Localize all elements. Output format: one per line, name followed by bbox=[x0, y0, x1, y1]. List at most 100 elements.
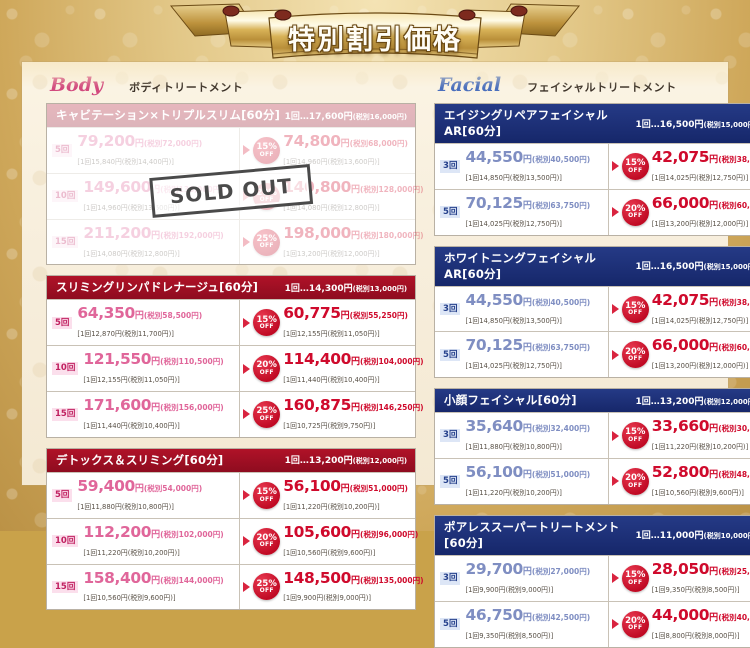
arrow-right-icon bbox=[611, 430, 619, 441]
unit-price-amount: 1回…16,500円 bbox=[635, 262, 704, 273]
yen-symbol: 円 bbox=[351, 529, 361, 540]
yen-symbol: 円 bbox=[351, 184, 361, 195]
original-price-block: 70,125円(税別63,750円) [1回14,025円(税別12,750円)] bbox=[465, 194, 603, 231]
original-price-block: 211,200円(税別192,000円) [1回14,080円(税別12,800円… bbox=[83, 224, 235, 261]
discount-percent: 15% bbox=[256, 142, 277, 153]
original-price: 158,400円(税別144,000円) bbox=[83, 568, 223, 587]
service-card[interactable]: エイジングリペアフェイシャル AR[60分] 1回…16,500円(税別15,00… bbox=[434, 103, 750, 236]
original-per-session: [1回12,870円(税別11,700円)] bbox=[77, 330, 174, 339]
original-price-tax: (税別51,000円) bbox=[531, 470, 591, 480]
price-row[interactable]: 5回 64,350円(税別58,500円)[1回12,870円(税別11,700円… bbox=[47, 299, 416, 346]
price-row[interactable]: 5回 70,125円(税別63,750円)[1回14,025円(税別12,750円… bbox=[435, 188, 750, 235]
discount-percent: 25% bbox=[256, 406, 277, 417]
service-card[interactable]: キャビテーション×トリプルスリム[60分] 1回…17,600円(税別16,000… bbox=[46, 103, 424, 266]
original-price-tax: (税別32,400円) bbox=[531, 424, 591, 434]
discounted-price-cell: 25% OFF 160,875円(税別146,250円)[1回10,725円(税別9… bbox=[240, 392, 424, 437]
price-row[interactable]: 3回 29,700円(税別27,000円)[1回9,900円(税別9,000円)]… bbox=[435, 554, 750, 601]
original-per-session: [1回9,350円(税別8,500円)] bbox=[465, 631, 554, 640]
original-price-tax: (税別40,500円) bbox=[531, 297, 591, 307]
price-row[interactable]: 15回 158,400円(税別144,000円)[1回10,560円(税別9,60… bbox=[47, 563, 424, 610]
discounted-price-tax: (税別135,000円) bbox=[360, 575, 424, 585]
discounted-price-amount: 52,800 bbox=[651, 463, 710, 482]
original-per-session: [1回11,220円(税別10,200円)] bbox=[83, 548, 180, 557]
original-per-session: [1回11,880円(税別10,800円)] bbox=[77, 502, 174, 511]
discount-percent: 20% bbox=[256, 360, 277, 371]
discounted-price: 28,050円(税別25,500円) bbox=[652, 559, 750, 578]
yen-symbol: 円 bbox=[340, 139, 350, 149]
yen-symbol: 円 bbox=[522, 612, 532, 623]
price-row[interactable]: 3回 44,550円(税別40,500円)[1回14,850円(税別13,500円… bbox=[435, 143, 750, 189]
original-per-session: [1回11,220円(税別10,200円)] bbox=[465, 488, 562, 497]
session-count-badge: 5回 bbox=[52, 489, 73, 502]
original-price-cell: 5回 59,400円(税別54,000円) [1回11,880円(税別10,800円… bbox=[47, 472, 241, 518]
arrow-right-icon bbox=[243, 409, 251, 420]
yen-symbol: 円 bbox=[151, 357, 161, 368]
discounted-price-tax: (税別68,000円) bbox=[349, 139, 408, 148]
service-card[interactable]: ポアレススーパートリートメント[60分] 1回…11,000円(税別10,000円… bbox=[434, 514, 750, 648]
price-row[interactable]: 15回 211,200円(税別192,000円)[1回14,080円(税別12,8… bbox=[47, 218, 424, 265]
discount-badge: 25% OFF bbox=[253, 573, 281, 601]
discounted-per-session: [1回10,560円(税別9,600円)] bbox=[283, 548, 376, 557]
discounted-per-session: [1回8,800円(税別8,000円)] bbox=[651, 631, 740, 640]
original-price-cell: 10回 121,550円(税別110,500円) [1回12,155円(税別11,0… bbox=[47, 346, 241, 392]
service-card[interactable]: 小顔フェイシャル[60分] 1回…13,200円(税別12,000円) 3回 35,6… bbox=[434, 388, 750, 505]
price-row[interactable]: 5回 59,400円(税別54,000円)[1回11,880円(税別10,800円… bbox=[47, 471, 416, 518]
yen-symbol: 円 bbox=[709, 155, 719, 165]
unit-price-amount: 1回…16,500円 bbox=[635, 119, 704, 130]
unit-price: 1回…17,600円(税別16,000円) bbox=[285, 109, 407, 122]
unit-price: 1回…14,300円(税別13,000円) bbox=[285, 281, 407, 294]
original-price-tax: (税別192,000円) bbox=[160, 230, 224, 240]
original-price-cell: 5回 70,125円(税別63,750円) [1回14,025円(税別12,750円… bbox=[435, 189, 609, 235]
discounted-price-cell: 15%OFF28,050円(税別25,500円)[1回9,350円(税別8,50… bbox=[609, 556, 750, 601]
discount-off-label: OFF bbox=[259, 495, 274, 503]
discount-off-label: OFF bbox=[628, 481, 643, 489]
original-per-session: [1回14,025円(税別12,750円)] bbox=[465, 219, 562, 228]
original-price-tax: (税別58,500円) bbox=[143, 311, 203, 321]
price-row[interactable]: 15回 171,600円(税別156,000円)[1回11,440円(税別10,4… bbox=[47, 391, 424, 437]
price-row[interactable]: 5回 79,200円(税別72,000円)[1回15,840円(税別14,400円… bbox=[47, 127, 416, 173]
discounted-per-session: [1回11,220円(税別10,200円)] bbox=[651, 443, 749, 452]
price-row[interactable]: 10回 121,550円(税別110,500円)[1回12,155円(税別11,0… bbox=[47, 345, 424, 392]
yen-symbol: 円 bbox=[151, 575, 161, 586]
discounted-price-cell: 15%OFF42,075円(税別38,250円)[1回14,025円(税別12,… bbox=[609, 144, 750, 189]
service-card[interactable]: デトックス＆スリミング[60分] 1回…13,200円(税別12,000円) 5回 5… bbox=[46, 447, 424, 611]
discounted-price-tax: (税別55,250円) bbox=[349, 311, 408, 321]
service-card-header: ポアレススーパートリートメント[60分] 1回…11,000円(税別10,000円… bbox=[435, 515, 750, 555]
discounted-price-cell: 20% OFF 105,600円(税別96,000円)[1回10,560円(税別9,… bbox=[240, 519, 418, 564]
discounted-price-cell: 20%OFF66,000円(税別60,000円)[1回13,200円(税別12,… bbox=[609, 332, 750, 377]
discounted-per-session: [1回11,220円(税別10,200円)] bbox=[283, 502, 380, 511]
discounted-price-block: 33,660円(税別30,600円) [1回11,220円(税別10,200円)] bbox=[652, 417, 750, 454]
discounted-price-tax: (税別128,000円) bbox=[360, 184, 424, 194]
discounted-price: 60,775円(税別55,250円) bbox=[283, 303, 408, 322]
price-row[interactable]: 5回 70,125円(税別63,750円)[1回14,025円(税別12,750円… bbox=[435, 331, 750, 378]
unit-price: 1回…16,500円(税別15,000円) bbox=[636, 117, 750, 130]
original-per-session: [1回11,440円(税別10,400円)] bbox=[83, 421, 180, 430]
discount-percent: 20% bbox=[625, 473, 646, 484]
original-price-cell: 10回 112,200円(税別102,000円) [1回11,220円(税別10,2… bbox=[47, 518, 241, 564]
service-name: デトックス＆スリミング[60分] bbox=[56, 452, 224, 467]
price-row[interactable]: 5回 46,750円(税別42,500円)[1回9,350円(税別8,500円)]… bbox=[435, 600, 750, 647]
original-per-session: [1回14,850円(税別13,500円)] bbox=[465, 173, 562, 182]
discounted-price-tax: (税別104,000円) bbox=[360, 357, 424, 367]
discounted-price-amount: 66,000 bbox=[651, 193, 710, 212]
service-name: ポアレススーパートリートメント[60分] bbox=[444, 519, 620, 550]
yen-symbol: 円 bbox=[340, 311, 350, 322]
original-per-session: [1回14,080円(税別12,800円)] bbox=[83, 249, 180, 258]
yen-symbol: 円 bbox=[709, 200, 719, 211]
price-row[interactable]: 5回 56,100円(税別51,000円)[1回11,220円(税別10,200円… bbox=[435, 458, 750, 504]
yen-symbol: 円 bbox=[522, 566, 532, 577]
original-price-amount: 56,100 bbox=[465, 463, 523, 482]
discount-badge: 15% OFF bbox=[621, 564, 649, 592]
session-count-badge: 5回 bbox=[440, 205, 461, 219]
service-card[interactable]: スリミングリンパドレナージュ[60分] 1回…14,300円(税別13,000円)… bbox=[46, 275, 424, 438]
price-row[interactable]: 3回 44,550円(税別40,500円)[1回14,850円(税別13,500円… bbox=[435, 285, 750, 332]
price-row[interactable]: 10回 112,200円(税別102,000円)[1回11,220円(税別10,2… bbox=[47, 517, 418, 564]
original-price-amount: 35,640 bbox=[465, 417, 523, 436]
discount-badge: 15% OFF bbox=[621, 422, 649, 450]
price-row[interactable]: 3回 35,640円(税別32,400円)[1回11,880円(税別10,800円… bbox=[435, 412, 750, 459]
discounted-per-session: [1回13,200円(税別12,000円)] bbox=[283, 249, 380, 258]
discounted-price-block: 66,000円(税別60,000円) [1回13,200円(税別12,000円)] bbox=[652, 336, 750, 373]
discounted-price-tax: (税別38,250円) bbox=[718, 155, 750, 164]
service-card[interactable]: ホワイトニングフェイシャル AR[60分] 1回…16,500円(税別15,000… bbox=[434, 245, 750, 379]
yen-symbol: 円 bbox=[709, 297, 719, 308]
